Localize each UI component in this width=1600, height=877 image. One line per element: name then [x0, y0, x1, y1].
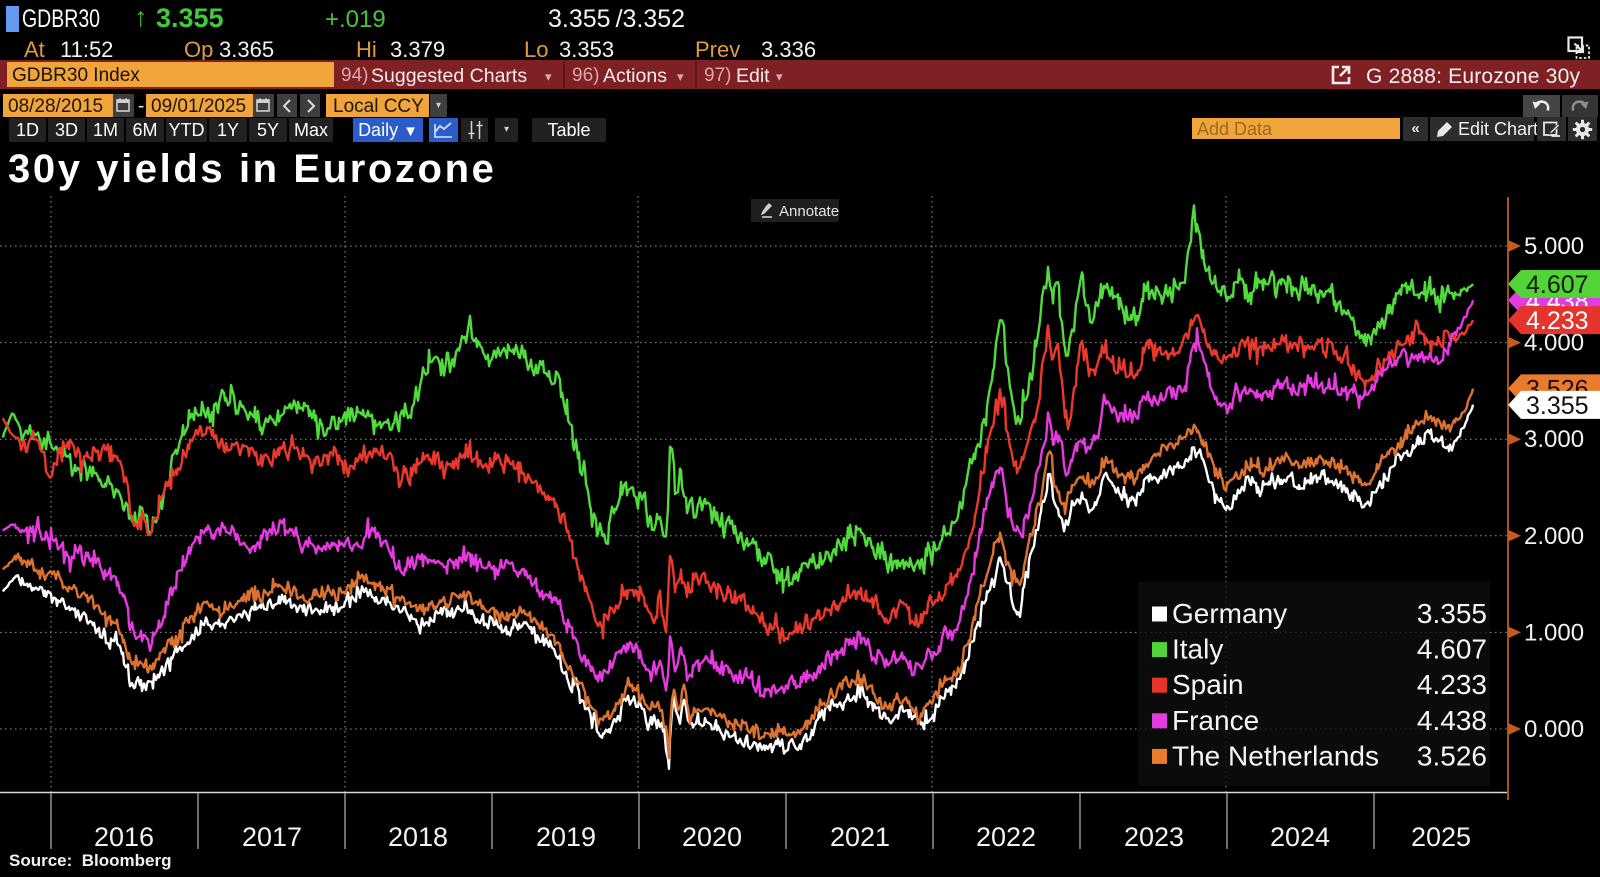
svg-text:1.000: 1.000 — [1524, 619, 1584, 646]
svg-text:2024: 2024 — [1270, 822, 1330, 852]
svg-text:Annotate: Annotate — [779, 203, 839, 220]
svg-text:The Netherlands: The Netherlands — [1172, 740, 1379, 771]
svg-text:2016: 2016 — [94, 822, 154, 852]
svg-text:Spain: Spain — [1172, 669, 1244, 700]
svg-text:5.000: 5.000 — [1524, 233, 1584, 260]
svg-text:2023: 2023 — [1124, 822, 1184, 852]
svg-text:2025: 2025 — [1411, 822, 1471, 852]
svg-text:3.355: 3.355 — [1526, 392, 1589, 420]
svg-text:France: France — [1172, 705, 1259, 736]
svg-text:4.438: 4.438 — [1417, 705, 1487, 736]
svg-text:0.000: 0.000 — [1524, 716, 1584, 743]
svg-text:4.233: 4.233 — [1417, 669, 1487, 700]
svg-text:2018: 2018 — [388, 822, 448, 852]
svg-text:2022: 2022 — [976, 822, 1036, 852]
svg-text:2017: 2017 — [242, 822, 302, 852]
svg-text:3.000: 3.000 — [1524, 426, 1584, 453]
svg-text:Germany: Germany — [1172, 598, 1287, 629]
svg-text:4.607: 4.607 — [1417, 634, 1487, 665]
svg-text:4.607: 4.607 — [1526, 271, 1589, 299]
svg-text:2020: 2020 — [682, 822, 742, 852]
svg-text:3.355: 3.355 — [1417, 598, 1487, 629]
svg-text:4.233: 4.233 — [1526, 307, 1589, 335]
svg-text:2.000: 2.000 — [1524, 523, 1584, 550]
svg-text:Italy: Italy — [1172, 634, 1223, 665]
svg-text:3.526: 3.526 — [1417, 740, 1487, 771]
svg-text:2019: 2019 — [536, 822, 596, 852]
svg-text:2021: 2021 — [830, 822, 890, 852]
